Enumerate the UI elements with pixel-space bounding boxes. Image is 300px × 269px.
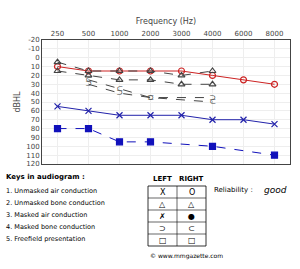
- svg-text:Reliability :: Reliability :: [214, 186, 253, 194]
- svg-text:4. Masked bone conduction: 4. Masked bone conduction: [6, 223, 95, 231]
- svg-text:⊂: ⊂: [209, 97, 216, 106]
- svg-text:1000: 1000: [111, 30, 129, 38]
- svg-text:-20: -20: [28, 36, 39, 44]
- svg-text:good: good: [264, 185, 287, 195]
- svg-text:80: 80: [31, 125, 40, 133]
- svg-text:3. Masked air conduction: 3. Masked air conduction: [6, 211, 87, 219]
- svg-text:120: 120: [26, 160, 39, 168]
- svg-text:50: 50: [31, 98, 40, 106]
- svg-text:3000: 3000: [173, 30, 191, 38]
- svg-text:20: 20: [31, 72, 40, 80]
- svg-text:RIGHT: RIGHT: [179, 175, 204, 183]
- svg-text:1. Unmasked air conduction: 1. Unmasked air conduction: [6, 187, 97, 195]
- svg-text:dBHL: dBHL: [13, 91, 22, 113]
- svg-text:△: △: [159, 200, 166, 209]
- svg-text:Keys in audiogram :: Keys in audiogram :: [6, 173, 85, 181]
- svg-text:60: 60: [31, 107, 40, 115]
- svg-text:O: O: [189, 188, 195, 197]
- svg-text:△: △: [188, 200, 195, 209]
- svg-text:8000: 8000: [266, 30, 284, 38]
- svg-text:0: 0: [35, 54, 39, 62]
- svg-text:250: 250: [51, 30, 64, 38]
- svg-text:100: 100: [26, 143, 39, 151]
- svg-text:●: ●: [188, 212, 195, 221]
- svg-text:⊃: ⊃: [209, 93, 216, 102]
- svg-text:X: X: [160, 188, 166, 197]
- svg-text:⊃: ⊃: [159, 224, 166, 233]
- svg-text:LEFT: LEFT: [153, 175, 172, 183]
- svg-text:⊃: ⊃: [116, 88, 123, 97]
- svg-text:2000: 2000: [142, 30, 160, 38]
- svg-text:⊂: ⊂: [188, 224, 195, 233]
- svg-text:⊂: ⊂: [116, 84, 123, 93]
- svg-text:Frequency (Hz): Frequency (Hz): [136, 17, 196, 26]
- svg-text:5. Freefield presentation: 5. Freefield presentation: [6, 235, 85, 243]
- svg-text:□: □: [159, 236, 167, 245]
- svg-text:500: 500: [82, 30, 95, 38]
- svg-text:-10: -10: [28, 45, 39, 53]
- svg-text:⊂: ⊂: [85, 75, 92, 84]
- svg-text:6000: 6000: [235, 30, 253, 38]
- svg-text:⊂: ⊂: [147, 93, 154, 102]
- svg-text:10: 10: [31, 63, 40, 71]
- svg-text:2. Unmasked bone conduction: 2. Unmasked bone conduction: [6, 199, 105, 207]
- svg-text:⊃: ⊃: [147, 93, 154, 102]
- svg-text:4000: 4000: [204, 30, 222, 38]
- svg-text:30: 30: [31, 81, 40, 89]
- svg-text:110: 110: [26, 152, 39, 160]
- svg-text:© www.mmgazette.com: © www.mmgazette.com: [150, 252, 223, 260]
- svg-text:70: 70: [31, 116, 40, 124]
- svg-text:40: 40: [31, 90, 40, 98]
- svg-text:90: 90: [31, 134, 40, 142]
- svg-text:□: □: [188, 236, 196, 245]
- svg-text:✗: ✗: [159, 212, 166, 221]
- svg-text:⊃: ⊃: [85, 79, 92, 88]
